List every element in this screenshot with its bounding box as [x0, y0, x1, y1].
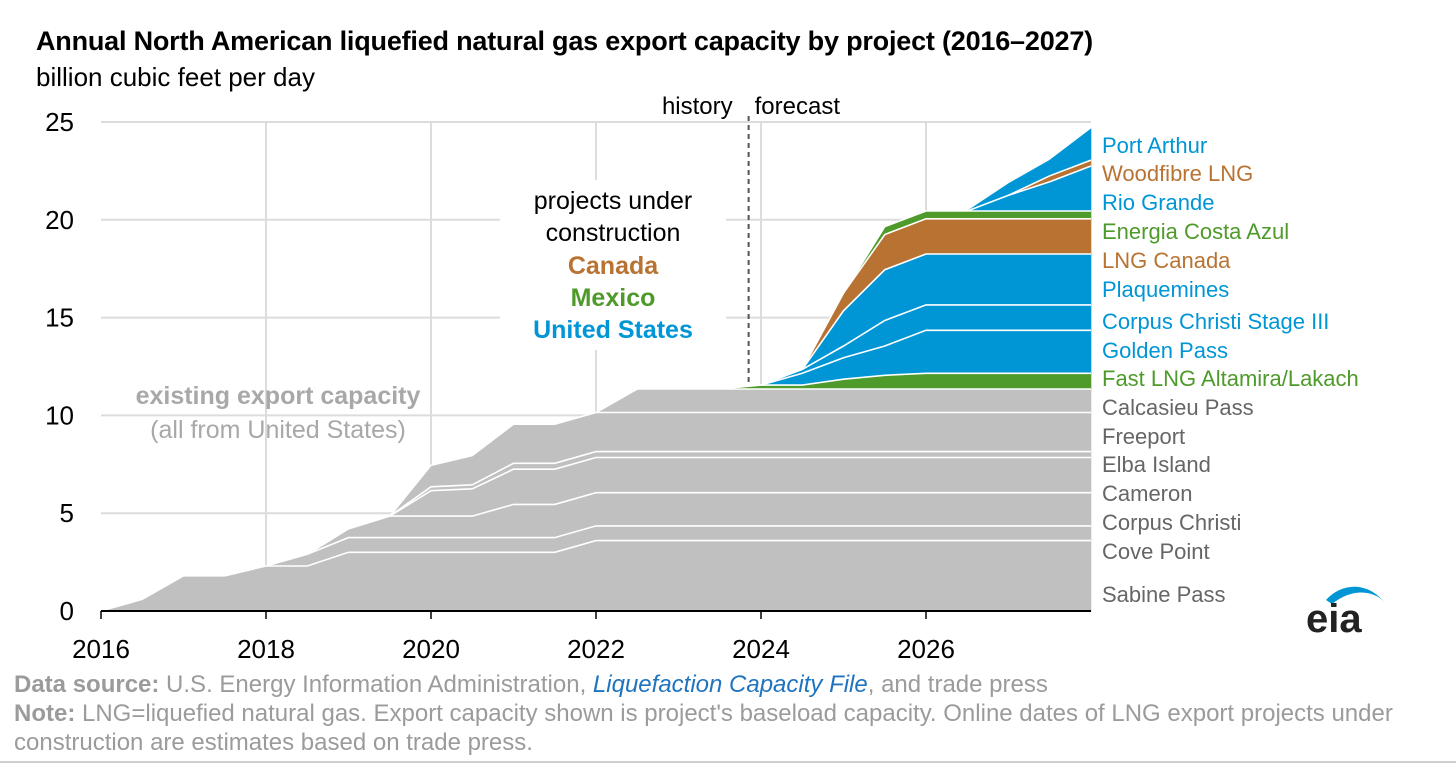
chart-footer: Data source: U.S. Energy Information Adm… [14, 670, 1444, 757]
note-text: LNG=liquefied natural gas. Export capaci… [14, 700, 1393, 756]
x-tick-label: 2016 [72, 634, 130, 664]
liquefaction-capacity-file-link[interactable]: Liquefaction Capacity File [592, 671, 868, 698]
construction-us-label: United States [533, 316, 693, 344]
separator-plaquemines [801, 253, 1091, 370]
note-label: Note: [14, 700, 76, 727]
x-tick-label: 2020 [402, 634, 460, 664]
series-label-cameron: Cameron [1102, 481, 1192, 506]
y-axis-unit-label: billion cubic feet per day [36, 62, 315, 92]
x-tick-label: 2018 [237, 634, 295, 664]
x-tick-label: 2026 [897, 634, 955, 664]
series-label-calcasieu-pass: Calcasieu Pass [1102, 395, 1254, 420]
note-line: Note: LNG=liquefied natural gas. Export … [14, 699, 1444, 757]
series-label-fast-lng-altamira-lakach: Fast LNG Altamira/Lakach [1102, 366, 1359, 391]
eia-logo: eia [1306, 586, 1384, 638]
series-label-corpus-christi: Corpus Christi [1102, 510, 1241, 535]
y-tick-label: 0 [60, 596, 74, 626]
separator-fast-lng-altamira-lakach [719, 372, 1091, 390]
series-label-woodfibre-lng: Woodfibre LNG [1102, 161, 1253, 186]
separator-rio-grande [967, 165, 1092, 212]
series-label-energia-costa-azul: Energia Costa Azul [1102, 219, 1289, 244]
existing-annotation-line2: (all from United States) [150, 416, 406, 444]
separator-corpus-christi-stage-iii [760, 304, 1091, 386]
series-label-sabine-pass: Sabine Pass [1102, 582, 1226, 607]
chart-title: Annual North American liquefied natural … [36, 26, 1093, 56]
separator-golden-pass [760, 329, 1091, 386]
area-sabine-pass [100, 540, 1092, 612]
x-tick-label: 2024 [732, 634, 790, 664]
data-source-label: Data source: [14, 671, 160, 698]
separator-elba-island [389, 450, 1091, 517]
construction-canada-label: Canada [568, 252, 659, 280]
existing-annotation-line1: existing export capacity [136, 382, 421, 410]
series-label-plaquemines: Plaquemines [1102, 277, 1229, 302]
construction-annotation: projects under construction Canada Mexic… [500, 180, 726, 350]
eia-logo-swoosh [1326, 586, 1384, 604]
series-label-corpus-christi-stage-iii: Corpus Christi Stage III [1102, 309, 1329, 334]
forecast-label: forecast [755, 93, 841, 120]
series-label-lng-canada: LNG Canada [1102, 248, 1231, 273]
data-source-text-2: , and trade press [867, 671, 1048, 698]
separator-cove-point [265, 525, 1091, 567]
y-tick-label: 20 [45, 205, 74, 235]
data-source-line: Data source: U.S. Energy Information Adm… [14, 670, 1444, 699]
x-tick-label: 2022 [567, 634, 625, 664]
series-separators [100, 159, 1092, 612]
y-tick-label: 10 [45, 400, 74, 430]
construction-annotation-line2: construction [546, 219, 681, 247]
existing-capacity-annotation: existing export capacity (all from Unite… [136, 382, 421, 444]
data-source-text-1: U.S. Energy Information Administration, [159, 671, 593, 698]
separator-woodfibre-lng [1008, 159, 1092, 197]
separator-freeport [389, 411, 1091, 517]
series-label-golden-pass: Golden Pass [1102, 338, 1228, 363]
construction-annotation-bg [500, 180, 726, 350]
separator-corpus-christi [306, 491, 1091, 555]
series-label-rio-grande: Rio Grande [1102, 190, 1215, 215]
history-label: history [662, 93, 733, 120]
axes: 0 5 10 15 20 25 2016 2018 2020 2022 2024 2026 [45, 107, 1091, 664]
y-tick-label: 5 [60, 498, 74, 528]
y-tick-label: 15 [45, 303, 74, 333]
construction-mexico-label: Mexico [571, 284, 656, 312]
series-label-freeport: Freeport [1102, 424, 1185, 449]
separator-calcasieu-pass [595, 388, 1091, 414]
series-label-port-arthur: Port Arthur [1102, 133, 1207, 158]
footer-divider [0, 761, 1456, 763]
y-tick-label: 25 [45, 107, 74, 137]
series-label-elba-island: Elba Island [1102, 452, 1211, 477]
stacked-area-chart: 0 5 10 15 20 25 2016 2018 2020 2022 2024 2026 Port … [45, 93, 1359, 664]
separator-cameron [389, 456, 1091, 517]
eia-logo-text: eia [1306, 597, 1362, 638]
series-labels: Port Arthur Woodfibre LNG Rio Grande Energi… [1102, 133, 1359, 607]
construction-annotation-line1: projects under [534, 187, 692, 215]
series-label-cove-point: Cove Point [1102, 539, 1210, 564]
